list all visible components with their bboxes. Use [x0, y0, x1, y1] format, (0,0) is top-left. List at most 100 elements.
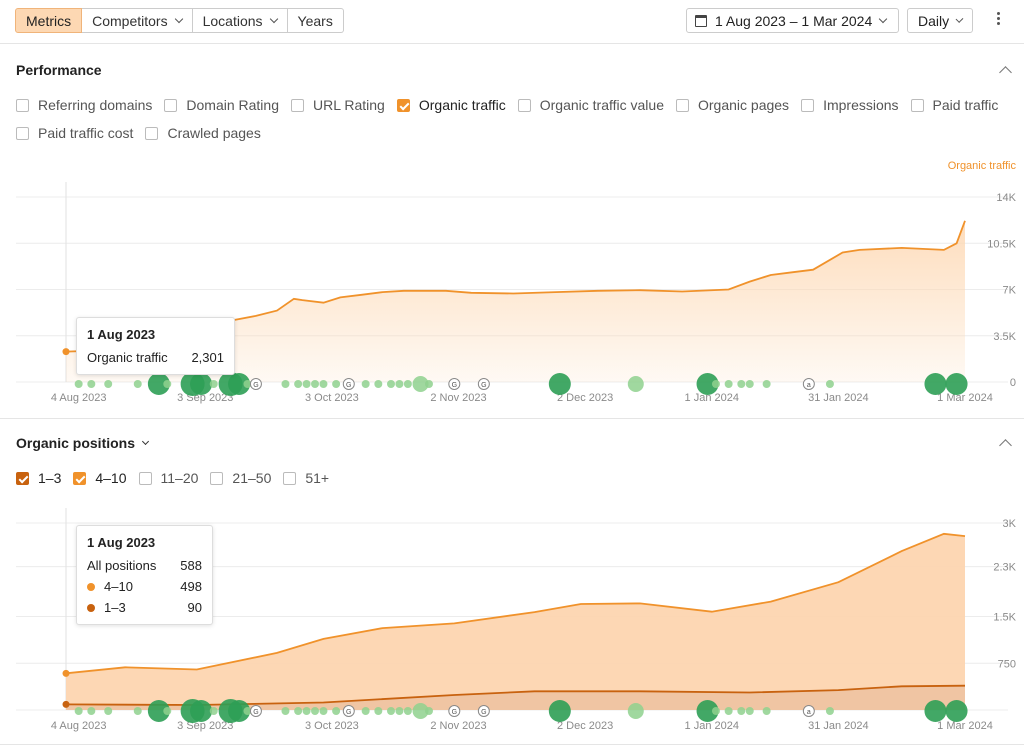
google-update-dot — [724, 380, 733, 388]
checkbox-organic-pages[interactable]: Organic pages — [676, 97, 789, 113]
checkbox-unchecked-icon[interactable] — [145, 126, 159, 140]
google-update-dot — [374, 380, 383, 388]
checkbox-unchecked-icon[interactable] — [16, 126, 29, 140]
google-update-dot — [711, 707, 720, 715]
google-update-dot — [945, 700, 968, 722]
checkbox-unchecked-icon[interactable] — [910, 98, 924, 112]
google-update-dot — [133, 707, 142, 715]
google-update-dot — [361, 380, 370, 388]
annotation-marker-glyph: G — [452, 382, 457, 389]
checkbox-label: Crawled pages — [167, 125, 261, 141]
checkbox-crawled-pages[interactable]: Crawled pages — [145, 125, 261, 141]
checkbox-unchecked-icon[interactable] — [138, 471, 152, 485]
annotation-marker-glyph: G — [253, 382, 258, 389]
checkbox-paid-traffic-cost[interactable]: Paid traffic cost — [16, 125, 133, 141]
checkbox-51-[interactable]: 51+ — [283, 470, 329, 486]
checkbox-label: URL Rating — [313, 97, 385, 113]
tooltip-row-1-3: 1–3 90 — [87, 600, 202, 615]
google-update-dot — [190, 700, 213, 722]
tab-locations-label: Locations — [202, 12, 263, 29]
checkbox-domain-rating[interactable]: Domain Rating — [164, 97, 279, 113]
y-axis-title: Organic traffic — [948, 160, 1017, 172]
google-update-dot — [87, 707, 96, 715]
checkbox-21-50[interactable]: 21–50 — [210, 470, 271, 486]
y-tick-label: 7K — [1003, 285, 1017, 297]
google-update-dot — [745, 707, 754, 715]
y-tick-label: 3.5K — [993, 331, 1016, 343]
tab-locations[interactable]: Locations — [192, 8, 288, 33]
checkbox-label: 11–20 — [160, 470, 199, 486]
checkbox-4-10[interactable]: 4–10 — [73, 470, 127, 486]
section-divider — [0, 418, 1024, 419]
checkbox-paid-traffic[interactable]: Paid traffic — [910, 97, 998, 113]
checkbox-checked-icon[interactable] — [16, 471, 29, 485]
google-update-dot — [133, 380, 142, 388]
performance-metrics-row-1: Referring domains Domain Rating URL Rating… — [16, 97, 1010, 113]
google-update-dot — [395, 380, 404, 388]
tab-competitors[interactable]: Competitors — [82, 8, 193, 33]
annotation-marker-glyph: G — [346, 382, 351, 389]
positions-title-text: Organic positions — [16, 435, 136, 451]
google-update-dot — [548, 373, 571, 395]
checkbox-unchecked-icon[interactable] — [16, 98, 29, 112]
annotation-marker-glyph: G — [481, 382, 486, 389]
checkbox-label: 51+ — [305, 470, 330, 486]
report-tabs: Metrics Competitors Locations Years — [15, 8, 344, 33]
checkbox-1-3[interactable]: 1–3 — [16, 470, 61, 486]
checkbox-checked-icon[interactable] — [73, 471, 87, 485]
date-range-label: 1 Aug 2023 – 1 Mar 2024 — [715, 12, 873, 29]
checkbox-unchecked-icon[interactable] — [801, 98, 815, 112]
checkbox-unchecked-icon[interactable] — [517, 98, 531, 112]
google-update-dot — [74, 707, 83, 715]
checkbox-url-rating[interactable]: URL Rating — [291, 97, 385, 113]
checkbox-unchecked-icon[interactable] — [210, 471, 224, 485]
collapse-performance-icon[interactable] — [999, 66, 1012, 79]
checkbox-organic-traffic[interactable]: Organic traffic — [396, 97, 506, 113]
tooltip-date: 1 Aug 2023 — [87, 327, 156, 342]
checkbox-unchecked-icon[interactable] — [291, 98, 304, 112]
y-tick-label: 14K — [996, 192, 1016, 204]
chevron-down-icon — [269, 14, 278, 23]
google-update-dot — [825, 707, 834, 715]
checkbox-unchecked-icon[interactable] — [676, 98, 689, 112]
tooltip-value: 2,301 — [191, 350, 224, 365]
date-range-picker[interactable]: 1 Aug 2023 – 1 Mar 2024 — [686, 8, 899, 33]
google-update-dot — [147, 373, 170, 395]
tab-years[interactable]: Years — [287, 8, 344, 33]
tooltip-row-4-10: 4–10 498 — [87, 579, 202, 594]
google-update-dot — [412, 703, 429, 719]
google-update-dot — [281, 707, 290, 715]
checkbox-checked-icon[interactable] — [396, 98, 410, 112]
y-tick-label: 0 — [1010, 377, 1016, 389]
annotation-marker — [448, 705, 461, 717]
google-update-dot — [386, 380, 395, 388]
calendar-icon — [695, 14, 707, 27]
tab-metrics[interactable]: Metrics — [15, 8, 83, 33]
google-update-dot — [243, 707, 252, 715]
checkbox-label: 21–50 — [232, 470, 272, 486]
tooltip-row: Organic traffic 2,301 — [87, 350, 224, 365]
checkbox-organic-traffic-value[interactable]: Organic traffic value — [517, 97, 664, 113]
more-options-icon[interactable] — [994, 12, 1002, 30]
checkbox-unchecked-icon[interactable] — [164, 98, 178, 112]
google-update-dot — [228, 700, 251, 722]
tab-metrics-label: Metrics — [26, 12, 72, 29]
checkbox-11-20[interactable]: 11–20 — [138, 470, 199, 486]
checkbox-referring-domains[interactable]: Referring domains — [16, 97, 152, 113]
positions-title[interactable]: Organic positions — [16, 435, 150, 451]
annotation-marker — [448, 378, 461, 390]
annotation-marker — [477, 378, 490, 390]
google-update-dot — [945, 373, 968, 395]
hover-point — [62, 700, 70, 708]
position-filters-row: 1–3 4–10 11–20 21–50 51+ — [16, 470, 341, 486]
traffic-tooltip: 1 Aug 2023 Organic traffic 2,301 — [76, 317, 235, 375]
checkbox-label: Organic pages — [698, 97, 790, 113]
checkbox-unchecked-icon[interactable] — [283, 471, 297, 485]
tooltip-metric: Organic traffic — [87, 350, 168, 365]
checkbox-impressions[interactable]: Impressions — [801, 97, 899, 113]
tooltip-r2-value: 90 — [187, 600, 202, 615]
annotation-marker — [249, 378, 262, 390]
x-tick-label: 1 Mar 2024 — [937, 392, 993, 404]
granularity-dropdown[interactable]: Daily — [907, 8, 973, 33]
collapse-positions-icon[interactable] — [999, 439, 1012, 452]
